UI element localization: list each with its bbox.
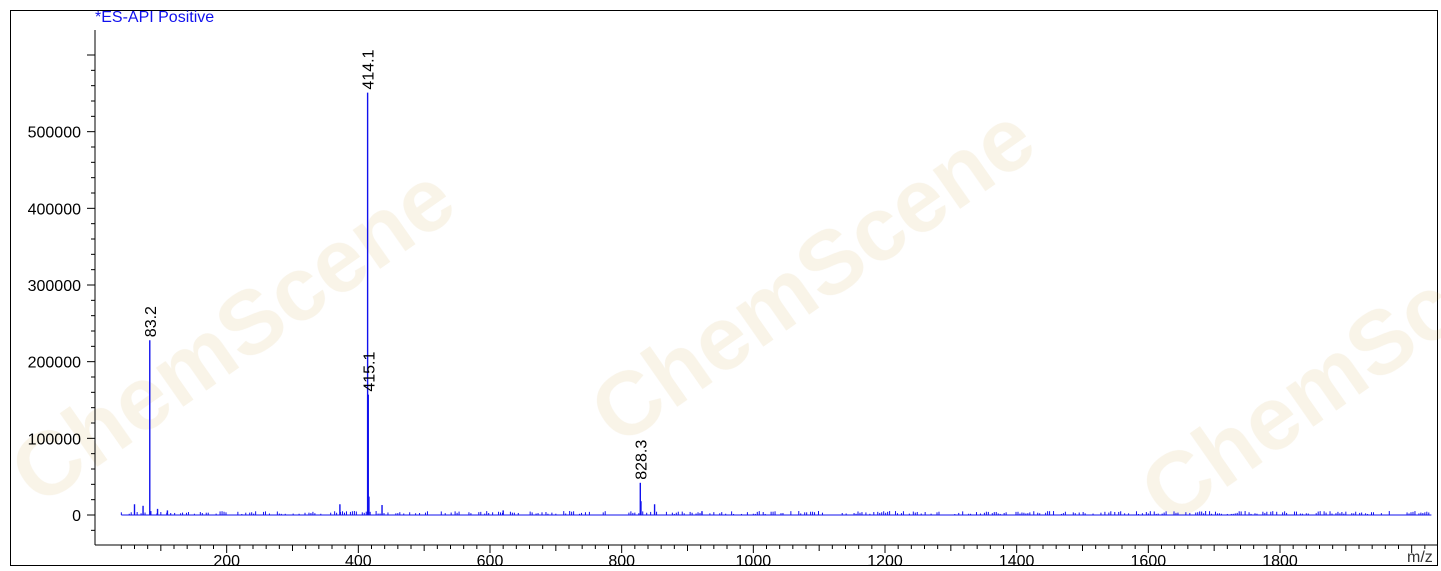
- y-tick-label: 500000: [28, 125, 81, 142]
- y-tick-label: 100000: [28, 431, 81, 448]
- x-tick-label: 200: [213, 553, 240, 570]
- x-tick-label: 1000: [736, 553, 772, 570]
- x-tick-label: 1200: [867, 553, 903, 570]
- peak-label: 415.1: [361, 351, 378, 391]
- watermark-logo: ChemScene ChemScene ChemScene: [0, 87, 1441, 544]
- chart-title: *ES-API Positive: [95, 9, 215, 26]
- x-axis-label: m/z: [1407, 549, 1433, 566]
- x-tick-label: 800: [608, 553, 635, 570]
- svg-text:ChemScene: ChemScene: [573, 87, 1052, 464]
- x-tick-label: 1600: [1131, 553, 1167, 570]
- y-tick-label: 300000: [28, 278, 81, 295]
- chart-frame: [10, 10, 1438, 566]
- peak-label: 414.1: [361, 49, 378, 89]
- y-tick-label: 0: [72, 508, 81, 525]
- peak-label: 828.3: [633, 440, 650, 480]
- x-tick-label: 400: [345, 553, 372, 570]
- y-tick-label: 400000: [28, 201, 81, 218]
- x-tick-label: 600: [477, 553, 504, 570]
- peak-label: 83.2: [143, 306, 160, 337]
- svg-text:ChemScene: ChemScene: [1123, 167, 1441, 544]
- x-tick-label: 1400: [999, 553, 1035, 570]
- x-tick-label: 1800: [1262, 553, 1298, 570]
- y-tick-label: 200000: [28, 355, 81, 372]
